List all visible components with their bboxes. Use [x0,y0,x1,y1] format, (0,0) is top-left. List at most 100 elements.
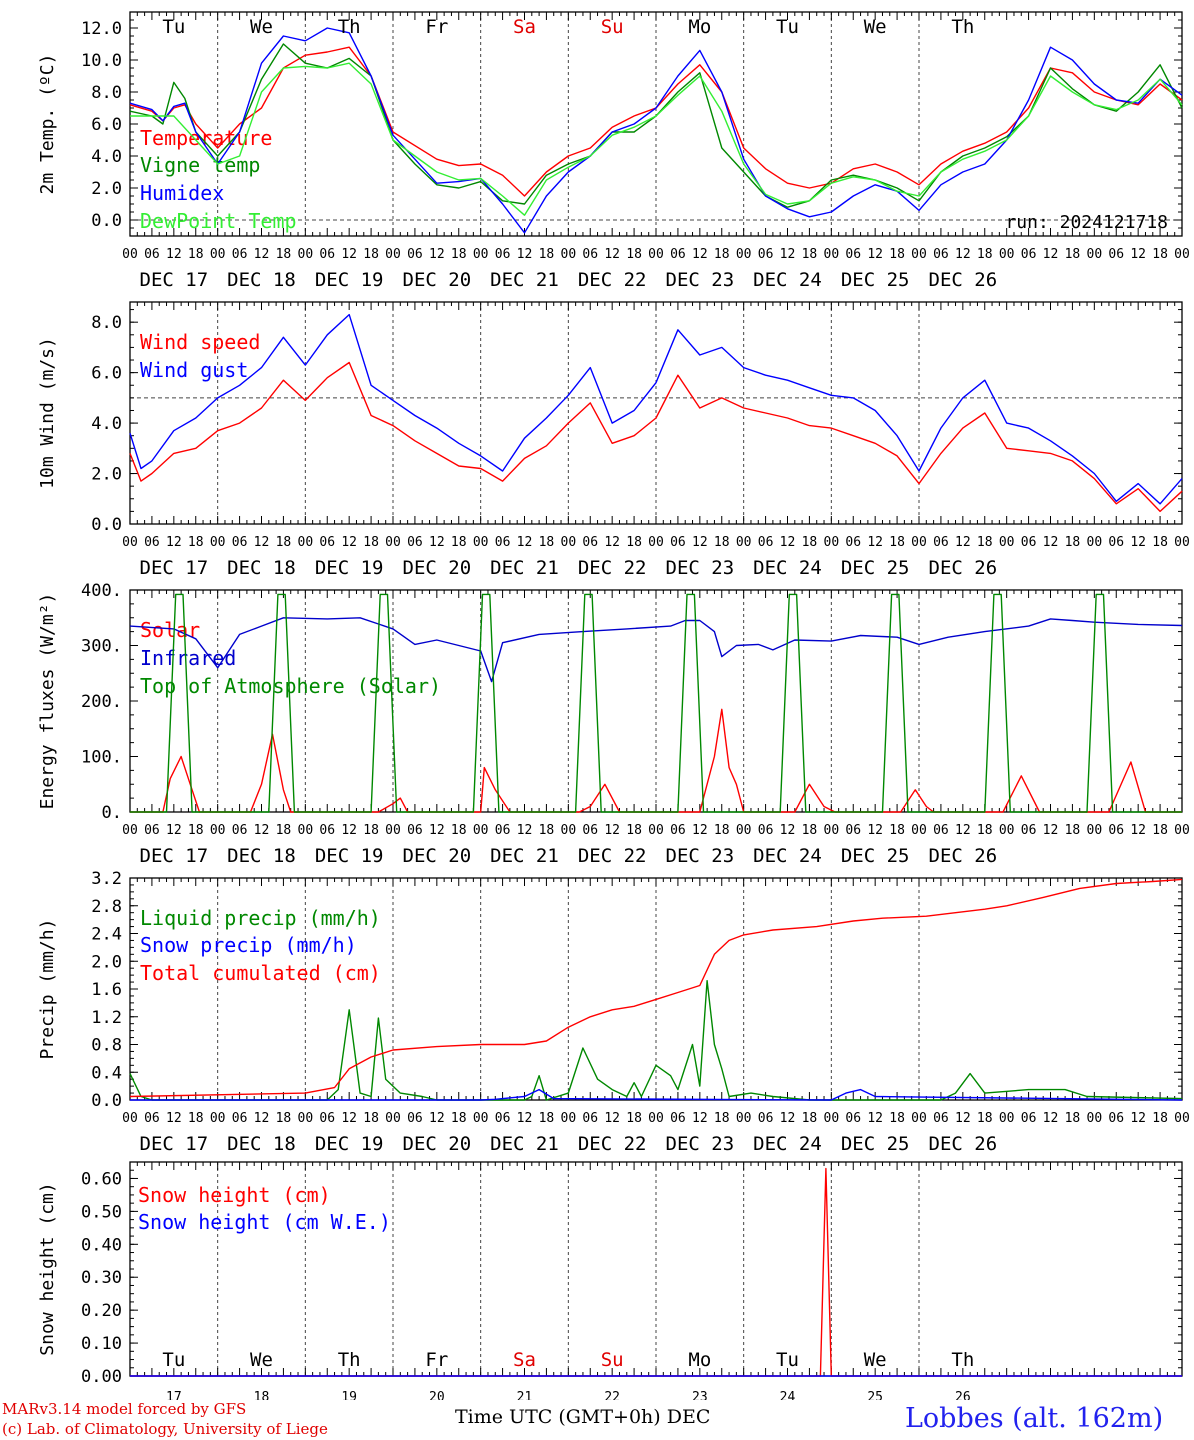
x-day-label: DEC 23 [666,557,735,579]
x-hour-label: 06 [144,823,160,838]
chart-panel-2: 0.0 2.0 4.0 6.0 8.0 10m Wind (m/s) Wind speed W… [37,301,1190,579]
x-day-label: DEC 18 [227,269,296,291]
x-hour-label: 00 [298,535,314,550]
x-day-label: DEC 25 [841,845,910,867]
weekday-label: We [864,1349,887,1371]
weekday-label: We [250,16,273,38]
x-hour-label: 18 [363,823,379,838]
x-hour-label: 00 [736,535,752,550]
x-hour-label: 12 [341,535,357,550]
x-hour-label: 18 [276,247,292,262]
x-hour-label: 18 [539,1111,555,1126]
x-hour-label: 18 [1152,247,1168,262]
x-hour-label: 00 [1087,535,1103,550]
x-hour-label: 06 [1108,247,1124,262]
x-day-label: DEC 19 [315,1133,384,1155]
y-tick-label: 0.0 [91,1091,122,1111]
x-hour-label: 00 [911,1111,927,1126]
x-hour-label: 12 [1130,247,1146,262]
series-line-2 [129,313,1183,505]
x-hour-label: 00 [1087,1111,1103,1126]
x-hour-label: 12 [1043,823,1059,838]
x-axis-title: Time UTC (GMT+0h) DEC [455,1406,711,1428]
x-day-number: 26 [955,1390,971,1400]
x-day-label: DEC 26 [929,845,998,867]
x-hour-label: 00 [824,247,840,262]
x-hour-label: 06 [407,1111,423,1126]
x-hour-label: 06 [144,247,160,262]
x-day-label: DEC 17 [140,845,209,867]
x-hour-label: 06 [845,247,861,262]
x-hour-label: 06 [407,535,423,550]
x-day-number: 18 [254,1390,270,1400]
weekday-label: Th [951,1349,974,1371]
x-day-label: DEC 20 [403,845,472,867]
x-hour-label: 00 [999,247,1015,262]
weekday-label: Su [601,1349,624,1371]
legend-entry: Humidex [140,181,224,205]
x-hour-label: 18 [977,1111,993,1126]
x-hour-label: 00 [210,535,226,550]
x-hour-label: 12 [166,1111,182,1126]
x-hour-label: 00 [1174,247,1190,262]
x-hour-label: 00 [736,823,752,838]
y-tick-label: 2.8 [91,897,122,917]
y-tick-label: 0.30 [81,1268,122,1288]
x-day-label: DEC 23 [666,1133,735,1155]
legend-entry: Infrared [140,646,236,670]
x-hour-label: 00 [122,1111,138,1126]
y-tick-label: 1.6 [91,980,122,1000]
x-hour-label: 12 [604,823,620,838]
y-tick-label: 2.0 [91,465,122,485]
weekday-label: Th [338,16,361,38]
x-hour-label: 12 [341,823,357,838]
x-hour-label: 06 [1108,1111,1124,1126]
x-hour-label: 18 [889,247,905,262]
x-hour-label: 18 [451,1111,467,1126]
x-hour-label: 00 [824,823,840,838]
x-hour-label: 06 [582,535,598,550]
x-hour-label: 00 [648,247,664,262]
x-day-label: DEC 22 [578,845,647,867]
x-hour-label: 00 [1174,1111,1190,1126]
x-hour-label: 12 [867,823,883,838]
x-hour-label: 12 [429,823,445,838]
x-hour-label: 00 [385,535,401,550]
x-hour-label: 06 [933,1111,949,1126]
footer-lab-credit: (c) Lab. of Climatology, University of L… [2,1420,328,1438]
x-hour-label: 18 [188,535,204,550]
x-hour-label: 12 [254,1111,270,1126]
x-hour-label: 00 [210,823,226,838]
x-hour-label: 00 [999,535,1015,550]
chart-panel-1: 0.02.04.06.08.010.012.02m Temp. (ºC) Temp… [37,11,1190,291]
x-day-label: DEC 24 [753,557,822,579]
x-hour-label: 00 [473,535,489,550]
x-hour-label: 18 [539,247,555,262]
x-hour-label: 18 [802,535,818,550]
x-hour-label: 00 [1174,535,1190,550]
x-day-label: DEC 20 [403,557,472,579]
x-hour-label: 00 [1174,823,1190,838]
y-tick-label: 0.50 [81,1202,122,1222]
x-hour-label: 18 [977,535,993,550]
x-day-label: DEC 26 [929,1133,998,1155]
y-tick-label: 8.0 [91,313,122,333]
weekday-label: We [250,1349,273,1371]
weekday-label: We [864,16,887,38]
x-hour-label: 00 [473,1111,489,1126]
y-tick-label: 2.4 [91,925,122,945]
y-tick-label: 3.2 [91,869,122,889]
x-hour-label: 06 [670,1111,686,1126]
x-hour-label: 06 [1021,823,1037,838]
x-hour-label: 00 [298,1111,314,1126]
x-hour-label: 12 [166,247,182,262]
x-day-number: 23 [692,1390,708,1400]
x-hour-label: 12 [166,823,182,838]
x-hour-label: 06 [670,823,686,838]
x-hour-label: 18 [451,247,467,262]
x-day-label: DEC 19 [315,557,384,579]
x-hour-label: 18 [714,1111,730,1126]
x-hour-label: 12 [429,535,445,550]
y-tick-label: 12.0 [81,19,122,39]
x-hour-label: 06 [407,247,423,262]
